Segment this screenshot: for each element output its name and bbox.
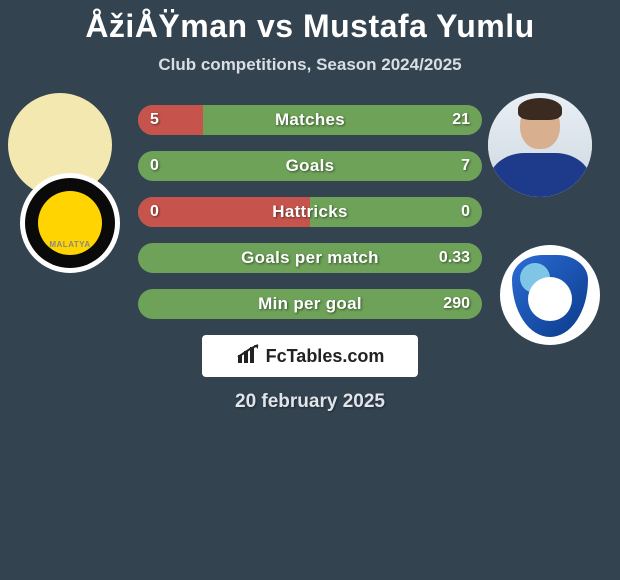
stat-row: Goals per match0.33 xyxy=(138,243,482,273)
stat-value-right: 0.33 xyxy=(439,243,470,273)
page-subtitle: Club competitions, Season 2024/2025 xyxy=(0,55,620,75)
stat-bars: 5Matches210Goals70Hattricks0Goals per ma… xyxy=(138,105,482,319)
chart-icon xyxy=(236,343,262,370)
attribution-box: FcTables.com xyxy=(202,335,418,377)
stat-row: 0Hattricks0 xyxy=(138,197,482,227)
player-photo-right-placeholder xyxy=(488,93,592,197)
stat-label: Goals xyxy=(138,151,482,181)
page-title: ÅžiÅŸman vs Mustafa Yumlu xyxy=(0,0,620,45)
club-badge-left: MALATYA xyxy=(20,173,120,273)
club-badge-right xyxy=(500,245,600,345)
club-badge-left-label: MALATYA xyxy=(20,240,120,249)
player-photo-right xyxy=(488,93,592,197)
stat-value-right: 290 xyxy=(443,289,470,319)
stat-label: Matches xyxy=(138,105,482,135)
stat-value-right: 0 xyxy=(461,197,470,227)
stat-value-right: 7 xyxy=(461,151,470,181)
stat-row: 0Goals7 xyxy=(138,151,482,181)
stat-label: Goals per match xyxy=(138,243,482,273)
stat-value-right: 21 xyxy=(452,105,470,135)
date-text: 20 february 2025 xyxy=(0,391,620,413)
stat-row: Min per goal290 xyxy=(138,289,482,319)
stat-label: Min per goal xyxy=(138,289,482,319)
stat-label: Hattricks xyxy=(138,197,482,227)
comparison-area: MALATYA 5Matches210Goals70Hattricks0Goal… xyxy=(0,105,620,413)
attribution-text: FcTables.com xyxy=(266,346,385,367)
stat-row: 5Matches21 xyxy=(138,105,482,135)
